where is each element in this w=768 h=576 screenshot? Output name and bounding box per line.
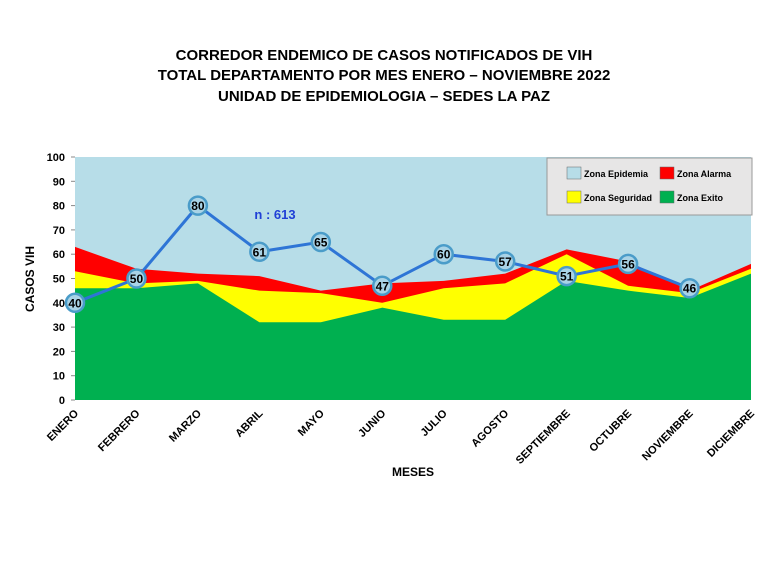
y-tick-label: 70 [53,225,65,237]
y-tick-label: 60 [53,249,65,261]
case-marker [494,251,516,272]
x-tick-label: OCTUBRE [587,408,634,455]
legend-label: Zona Alarma [677,169,732,179]
data-label: 46 [683,282,697,296]
chart-title: TOTAL DEPARTAMENTO POR MES ENERO – NOVIE… [158,67,611,84]
y-axis-title: CASOS VIH [23,246,37,312]
legend-box [546,157,753,216]
case-marker [187,195,209,216]
legend-swatch [566,190,582,204]
legend: Zona Epidemia Zona Alarma Zona Seguridad Zo… [546,157,753,216]
x-tick-label: FEBRERO [96,407,143,454]
case-marker [64,292,86,314]
case-marker [249,241,270,263]
case-marker [433,243,454,265]
x-tick-label: SEPTIEMBRE [514,408,573,467]
legend-swatch [566,166,582,180]
zone-area [75,273,751,400]
x-tick-label: MARZO [167,407,204,444]
legend-label: Zona Seguridad [584,193,652,203]
data-label: 51 [560,270,574,284]
y-tick-label: 10 [53,371,65,383]
data-label: 47 [376,279,390,293]
y-tick-label: 40 [53,298,65,310]
x-tick-label: ABRIL [233,407,265,439]
x-axis-title: MESES [392,465,434,479]
case-marker [617,253,639,275]
data-label: 56 [621,257,635,271]
chart-title: CORREDOR ENDEMICO DE CASOS NOTIFICADOS D… [176,47,593,64]
legend-label: Zona Exito [677,193,724,203]
x-tick-label: ENERO [45,407,81,443]
x-tick-label: JUNIO [356,407,389,440]
data-label: 65 [314,236,328,250]
y-tick-label: 30 [53,322,65,334]
y-tick-label: 90 [53,176,65,188]
y-tick-label: 80 [53,201,65,213]
data-label: 50 [130,272,144,286]
data-label: 40 [68,296,82,310]
data-label: 57 [499,255,513,269]
data-label: 80 [191,199,205,213]
x-tick-label: MAYO [296,407,327,438]
x-tick-label: AGOSTO [469,407,511,449]
case-marker [310,231,332,253]
y-tick-label: 50 [53,274,65,286]
annotation: n : 613 [254,207,295,222]
case-marker [372,275,393,297]
legend-swatch [659,190,675,204]
y-tick-label: 20 [53,346,65,358]
chart-title: UNIDAD DE EPIDEMIOLOGIA – SEDES LA PAZ [218,88,550,105]
data-label: 61 [253,245,267,259]
legend-label: Zona Epidemia [584,169,649,179]
case-marker [126,268,147,289]
x-tick-label: NOVIEMBRE [640,408,696,464]
y-tick-label: 100 [47,152,65,164]
legend-swatch [659,166,675,180]
x-tick-label: JULIO [418,407,450,439]
data-label: 60 [437,248,451,262]
x-tick-label: DICIEMBRE [705,408,757,460]
case-marker [556,265,577,287]
case-marker [679,277,700,299]
y-tick-label: 0 [59,395,65,407]
